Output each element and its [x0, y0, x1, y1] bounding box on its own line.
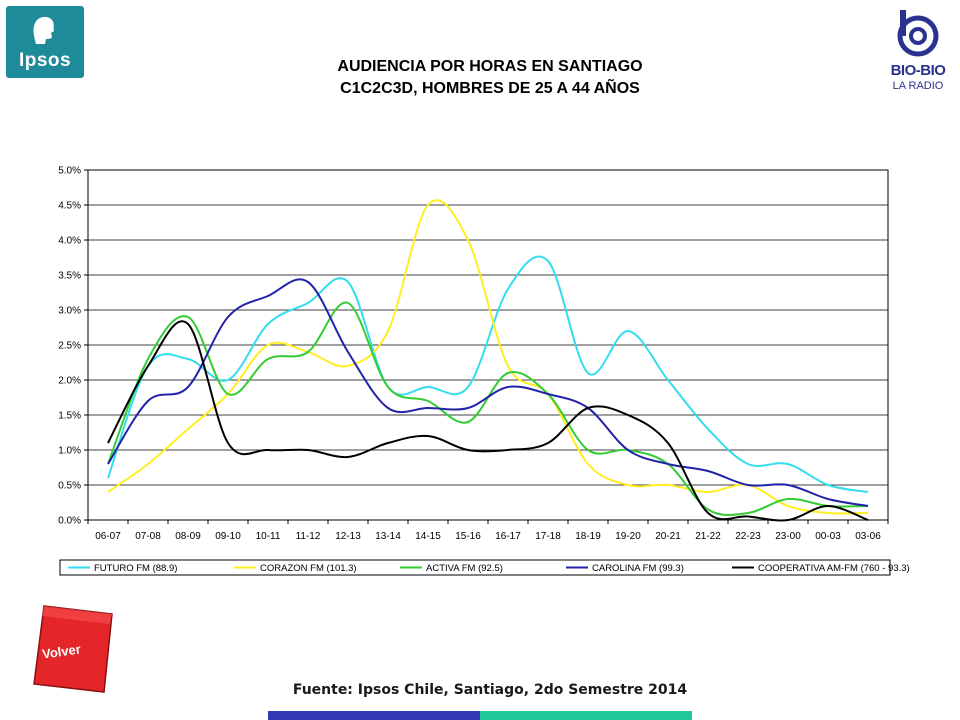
y-tick-label: 5.0% — [58, 166, 81, 177]
x-tick-label: 09-10 — [215, 531, 241, 542]
chart-title-line2: C1C2C3D, HOMBRES DE 25 A 44 AÑOS — [340, 80, 640, 97]
legend-entry: CORAZON FM (101.3) — [260, 563, 357, 574]
footer-bar-teal — [480, 711, 692, 720]
series-line-1 — [107, 255, 869, 493]
x-tick-label: 17-18 — [535, 531, 561, 542]
x-tick-label: 23-00 — [775, 531, 801, 542]
x-tick-label: 10-11 — [256, 531, 281, 542]
x-tick-label: 21-22 — [695, 531, 721, 542]
y-tick-label: 0.5% — [58, 481, 81, 492]
biobio-logo: BIO-BIO LA RADIO — [882, 6, 954, 100]
x-tick-label: 14-15 — [415, 531, 441, 542]
y-tick-label: 4.5% — [58, 201, 81, 212]
x-tick-label: 13-14 — [375, 531, 401, 542]
biobio-radio-icon — [897, 10, 939, 57]
ipsos-logo-text: Ipsos — [18, 50, 72, 71]
ipsos-logo: Ipsos — [6, 6, 84, 78]
y-tick-label: 2.5% — [58, 341, 81, 352]
y-tick-label: 0.0% — [58, 516, 81, 527]
y-tick-label: 1.5% — [58, 411, 81, 422]
footer-bar-blue — [268, 711, 480, 720]
legend-box — [59, 559, 891, 576]
x-tick-label: 12-13 — [335, 531, 361, 542]
biobio-brand: BIO-BIO — [890, 62, 946, 79]
x-tick-label: 19-20 — [615, 531, 641, 542]
series-line-5 — [107, 320, 869, 522]
x-tick-label: 22-23 — [735, 531, 761, 542]
legend-entry: ACTIVA FM (92.5) — [426, 563, 503, 574]
y-tick-label: 2.0% — [58, 376, 81, 387]
y-tick-label: 1.0% — [58, 446, 81, 457]
x-tick-label: 15-16 — [455, 531, 481, 542]
y-tick-label: 3.0% — [58, 306, 81, 317]
legend-entry: CAROLINA FM (99.3) — [592, 563, 684, 574]
x-tick-label: 03-06 — [855, 531, 881, 542]
x-tick-label: 00-03 — [815, 531, 841, 542]
x-tick-label: 07-08 — [135, 531, 161, 542]
biobio-sub: LA RADIO — [892, 80, 944, 92]
x-tick-label: 11-12 — [296, 531, 321, 542]
x-tick-label: 20-21 — [655, 531, 681, 542]
y-tick-label: 4.0% — [58, 236, 81, 247]
volver-badge-icon — [33, 605, 113, 693]
series-line-3 — [107, 301, 869, 516]
series-line-4 — [107, 278, 869, 507]
x-tick-label: 06-07 — [95, 531, 121, 542]
y-tick-label: 3.5% — [58, 271, 81, 282]
series-line-2 — [107, 199, 869, 515]
audience-line-chart: 0.0% 0.5% 1.0% 1.5% 2.0% 2.5% 3.0% 3.5% 4.0% 4.5%… — [58, 166, 910, 576]
x-tick-label: 18-19 — [575, 531, 601, 542]
legend-entry: COOPERATIVA AM-FM (760 - 93.3) — [758, 563, 910, 574]
legend-entry: FUTURO FM (88.9) — [94, 563, 177, 574]
x-tick-label: 16-17 — [495, 531, 521, 542]
x-tick-label: 08-09 — [175, 531, 201, 542]
volver-button[interactable]: Volver — [30, 604, 114, 694]
chart-title-line1: AUDIENCIA POR HORAS EN SANTIAGO — [337, 58, 643, 75]
source-note: Fuente: Ipsos Chile, Santiago, 2do Semes… — [292, 682, 688, 698]
ipsos-head-icon — [33, 16, 54, 44]
